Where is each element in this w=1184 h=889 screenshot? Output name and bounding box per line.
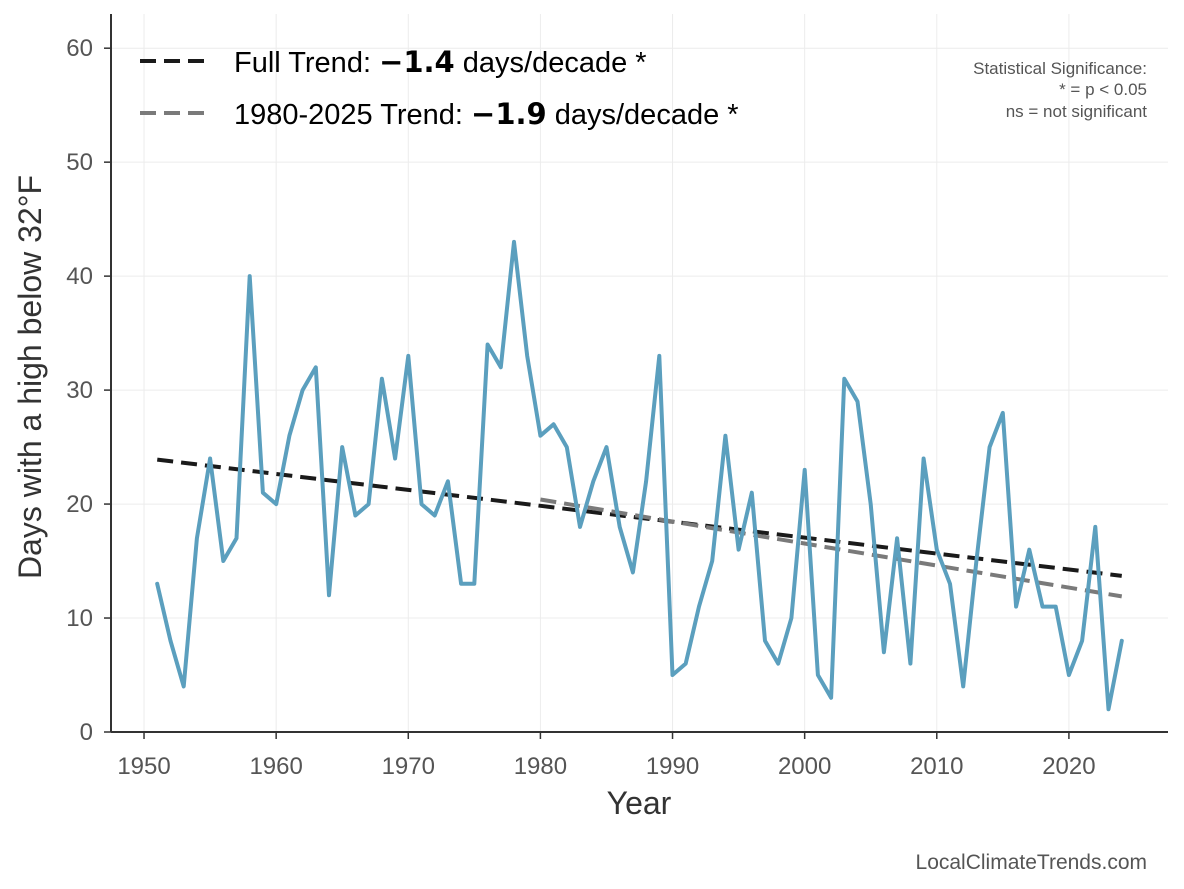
legend-entry-recent-trend: 1980-2025 Trend: −1.9 days/decade * [140,97,739,131]
legend-label-full-trend-prefix: Full Trend: [234,47,379,79]
legend-value-full-trend: −1.4 [379,45,455,79]
x-tick-label-2020: 2020 [1042,753,1095,780]
significance-note-title: Statistical Significance: [973,59,1147,78]
x-tick-label-1990: 1990 [646,753,699,780]
significance-note-line-1: * = p < 0.05 [1059,80,1147,99]
grid [111,14,1168,733]
y-tick-label-50: 50 [66,149,93,176]
y-tick-label-30: 30 [66,377,93,404]
trend-line-recent-trend [540,497,1123,599]
x-axis-title: Year [607,785,672,821]
x-tick-label-1950: 1950 [117,753,170,780]
source-credit: LocalClimateTrends.com [916,851,1147,874]
y-ticks: 0 10 20 30 40 50 60 [66,35,111,746]
series-line-0 [155,239,1124,712]
x-tick-label-1970: 1970 [382,753,435,780]
legend-label-recent-trend-prefix: 1980-2025 Trend: [234,99,471,131]
legend-label-full-trend: Full Trend: −1.4 days/decade * [234,45,647,79]
x-tick-label-2000: 2000 [778,753,831,780]
axes [110,14,1168,733]
legend: Full Trend: −1.4 days/decade * 1980-2025… [140,45,739,131]
y-axis-title: Days with a high below 32°F [12,175,48,579]
legend-value-recent-trend: −1.9 [471,97,547,131]
legend-entry-full-trend: Full Trend: −1.4 days/decade * [140,45,647,79]
legend-unit-full-trend: days/decade * [455,47,647,79]
significance-note: Statistical Significance: * = p < 0.05 n… [973,59,1147,121]
y-tick-label-60: 60 [66,35,93,62]
series-lines [155,239,1124,712]
y-tick-label-20: 20 [66,491,93,518]
legend-label-recent-trend: 1980-2025 Trend: −1.9 days/decade * [234,97,739,131]
y-tick-label-40: 40 [66,263,93,290]
y-tick-label-10: 10 [66,605,93,632]
x-tick-label-2010: 2010 [910,753,963,780]
x-tick-label-1960: 1960 [249,753,302,780]
y-tick-label-0: 0 [80,719,93,746]
significance-note-line-2: ns = not significant [1006,102,1148,121]
legend-unit-recent-trend: days/decade * [547,99,739,131]
x-tick-label-1980: 1980 [514,753,567,780]
x-ticks: 1950 1960 1970 1980 1990 2000 2010 2020 [117,732,1096,780]
